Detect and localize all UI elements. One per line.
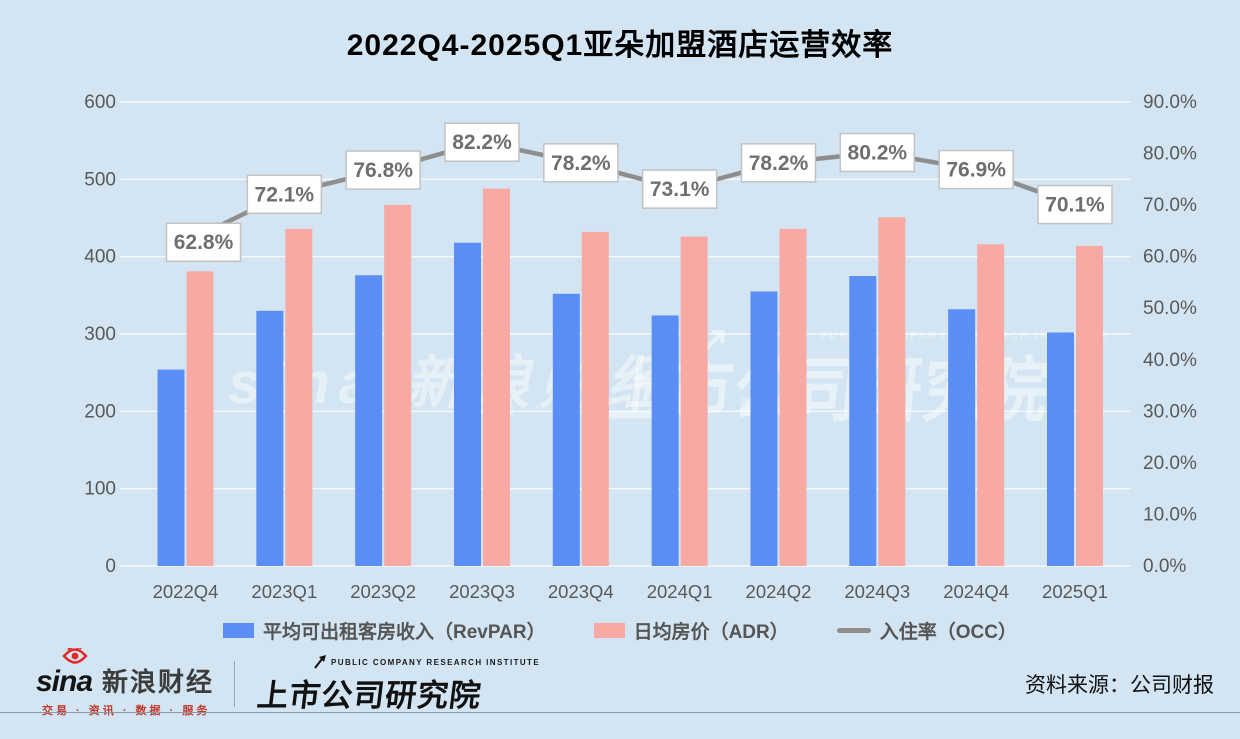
revpar-swatch <box>223 623 255 638</box>
institute-logo: PUBLIC COMPANY RESEARCH INSTITUTE 上市公司研究… <box>255 653 540 715</box>
left-axis-tick: 400 <box>84 247 116 268</box>
occ-label-2023Q2: 76.8% <box>353 159 413 182</box>
x-axis-label-2023Q3: 2023Q3 <box>449 581 515 602</box>
occ-label-box-2023Q3 <box>444 122 520 162</box>
bar-adr-2024Q3 <box>878 217 906 566</box>
footer: sina 新浪财经 交易 · 资讯 · 数据 · 服务 PUBLIC COMPA… <box>0 648 1240 717</box>
occ-line-swatch <box>836 628 871 633</box>
footer-divider <box>234 661 236 707</box>
bar-adr-2023Q3 <box>482 188 510 566</box>
bar-revpar-2025Q1 <box>1046 332 1074 566</box>
bar-revpar-2023Q4 <box>552 293 580 566</box>
combo-chart: 0 100 200 300 400 500 600 0.0% 10.0% 20.0% 30.0% 40… <box>84 92 1197 602</box>
x-axis-label-2024Q3: 2024Q3 <box>844 581 910 602</box>
occ-label-2024Q4: 76.9% <box>946 159 1006 182</box>
sina-wordmark-row: sina 新浪财经 <box>36 662 214 699</box>
legend-label-revpar: 平均可出租客房收入（RevPAR） <box>263 622 546 643</box>
occ-label-box-2024Q2 <box>740 143 817 183</box>
institute-zh-text: 上市公司研究院 <box>255 678 484 713</box>
occ-label-2024Q1: 73.1% <box>650 178 710 201</box>
occ-label-box-2024Q1 <box>641 169 718 209</box>
bar-adr-2024Q2 <box>779 228 807 566</box>
sina-wordmark: sina <box>36 665 93 698</box>
institute-logo-en: PUBLIC COMPANY RESEARCH INSTITUTE <box>255 655 540 669</box>
occ-label-box-2022Q4 <box>165 222 242 262</box>
legend-label-adr: 日均房价（ADR） <box>633 622 789 643</box>
bar-adr-2023Q4 <box>581 231 609 567</box>
right-axis-tick: 70.0% <box>1143 195 1197 216</box>
occ-label-box-2025Q1 <box>1037 184 1113 225</box>
occ-label-2024Q2: 78.2% <box>749 152 809 175</box>
occ-label-2024Q3: 80.2% <box>848 142 908 165</box>
legend-label-occ: 入住率（OCC） <box>879 622 1017 643</box>
x-axis-label-2023Q2: 2023Q2 <box>350 581 416 602</box>
chart-title: 2022Q4-2025Q1亚朵加盟酒店运营效率 <box>346 29 894 62</box>
x-axis-label-2024Q4: 2024Q4 <box>943 581 1009 602</box>
left-axis-tick: 600 <box>84 92 116 113</box>
left-axis-tick: 500 <box>84 169 116 190</box>
sina-brand: 新浪财经 <box>102 667 215 697</box>
occ-label-2025Q1: 70.1% <box>1045 194 1105 217</box>
right-axis-tick: 30.0% <box>1143 401 1197 422</box>
x-axis-label-2022Q4: 2022Q4 <box>153 581 219 602</box>
x-axis-label-2023Q1: 2023Q1 <box>251 581 317 602</box>
bar-revpar-2023Q1 <box>256 310 284 566</box>
source-note: 资料来源：公司财报 <box>1025 674 1214 697</box>
institute-en-text: PUBLIC COMPANY RESEARCH INSTITUTE <box>331 657 541 667</box>
occ-label-box-2023Q4 <box>543 143 619 183</box>
x-axis-label-2024Q2: 2024Q2 <box>746 581 812 602</box>
occ-label-box-2023Q1 <box>246 174 323 215</box>
footer-logos: sina 新浪财经 交易 · 资讯 · 数据 · 服务 PUBLIC COMPA… <box>36 648 540 718</box>
right-axis-tick: 20.0% <box>1143 453 1197 474</box>
bar-adr-2023Q2 <box>384 204 412 566</box>
bar-adr-2024Q1 <box>680 236 708 566</box>
occ-label-2022Q4: 62.8% <box>174 231 234 254</box>
footer-rule <box>0 712 1240 713</box>
bar-adr-2023Q1 <box>285 228 313 566</box>
occ-label-box-2024Q4 <box>938 149 1014 190</box>
left-axis-tick: 200 <box>84 401 116 422</box>
right-axis-tick: 90.0% <box>1143 92 1197 113</box>
occ-line <box>183 139 1078 245</box>
bar-revpar-2022Q4 <box>157 369 185 566</box>
bar-revpar-2024Q4 <box>948 309 976 566</box>
right-axis-tick: 0.0% <box>1143 556 1186 577</box>
sina-eye-icon <box>62 648 88 664</box>
occ-label-2023Q1: 72.1% <box>255 183 315 206</box>
sina-finance-logo: sina 新浪财经 交易 · 资讯 · 数据 · 服务 <box>36 648 214 718</box>
left-axis-tick: 300 <box>84 324 116 345</box>
legend-item-revpar: 平均可出租客房收入（RevPAR） <box>223 617 546 644</box>
right-axis-tick: 80.0% <box>1143 144 1197 165</box>
bar-adr-2022Q4 <box>186 271 214 566</box>
bar-adr-2024Q4 <box>977 244 1005 566</box>
legend-item-occ: 入住率（OCC） <box>836 617 1017 644</box>
bar-adr-2025Q1 <box>1075 245 1103 566</box>
bar-revpar-2023Q3 <box>453 242 481 566</box>
sina-tagline: 交易 · 资讯 · 数据 · 服务 <box>42 705 211 717</box>
right-axis-tick: 50.0% <box>1143 298 1197 319</box>
left-axis-tick: 100 <box>84 479 116 500</box>
legend-item-adr: 日均房价（ADR） <box>593 617 789 644</box>
occ-label-box-2024Q3 <box>839 132 916 173</box>
bar-revpar-2024Q1 <box>651 315 679 566</box>
x-axis-label-2024Q1: 2024Q1 <box>647 581 713 602</box>
adr-swatch <box>593 623 625 638</box>
bar-revpar-2023Q2 <box>355 275 383 566</box>
occ-label-2023Q3: 82.2% <box>452 131 512 154</box>
occ-label-box-2023Q2 <box>345 150 421 190</box>
chart-legend: 平均可出租客房收入（RevPAR） 日均房价（ADR） 入住率（OCC） <box>0 617 1240 644</box>
occ-label-2023Q4: 78.2% <box>551 152 611 175</box>
right-axis-tick: 60.0% <box>1143 247 1197 268</box>
right-axis-tick: 10.0% <box>1143 504 1197 525</box>
left-axis-tick: 0 <box>105 556 116 577</box>
bar-revpar-2024Q3 <box>849 276 877 566</box>
x-axis-label-2023Q4: 2023Q4 <box>548 581 614 602</box>
arrow-up-right-icon <box>314 655 327 669</box>
right-axis-tick: 40.0% <box>1143 350 1197 371</box>
bar-revpar-2024Q2 <box>750 291 778 566</box>
x-axis-label-2025Q1: 2025Q1 <box>1042 581 1108 602</box>
